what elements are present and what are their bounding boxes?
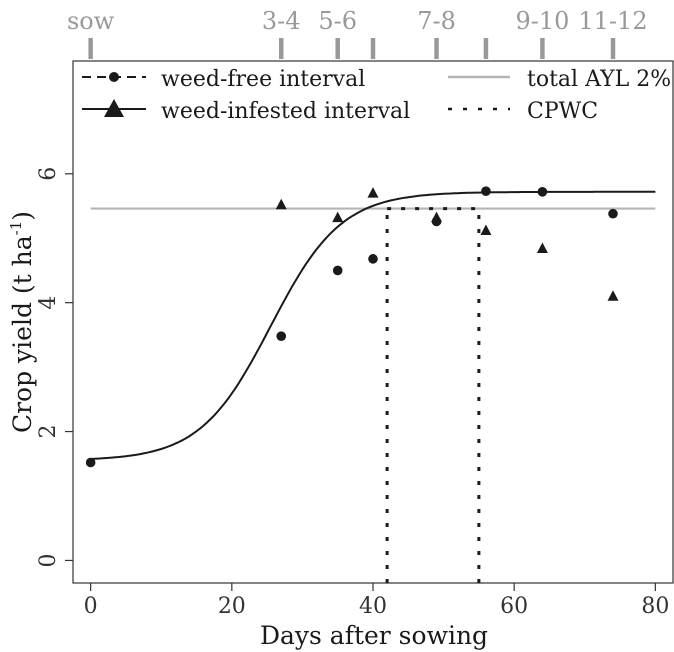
stage-label: 3-4 [262, 7, 301, 35]
weed-infested-point [480, 224, 492, 235]
y-axis-title: Crop yield (t ha-1) [7, 211, 37, 433]
reference-lines [90, 207, 656, 583]
y-tick-label: 2 [36, 425, 61, 439]
legend-label-weed-infested: weed-infested interval [161, 99, 410, 124]
y-axis-title-superscript: -1 [7, 221, 25, 236]
weed-free-point [332, 265, 343, 276]
legend-weed-infested: weed-infested interval [82, 99, 410, 124]
weed-infested-point [367, 187, 379, 198]
stage-label: 5-6 [318, 7, 357, 35]
legend-weed-free: weed-free interval [82, 67, 365, 92]
y-tick-label: 4 [36, 296, 61, 310]
weed-infested-point [275, 198, 287, 210]
plot-frame [72, 60, 674, 584]
weed-infested-point [431, 211, 443, 223]
legend-total-ayl: total AYL 2% [448, 67, 671, 92]
x-tick-label: 0 [84, 594, 98, 619]
fitted-curve-layer [90, 190, 656, 460]
x-axis-title: Days after sowing [260, 621, 488, 650]
x-tick-label: 60 [500, 594, 528, 619]
weed-infested-point [332, 211, 344, 223]
y-tick-label: 0 [36, 553, 61, 567]
weed-free-point [537, 187, 548, 197]
x-tick-label: 20 [218, 594, 246, 619]
legend-label-cpwc: CPWC [527, 99, 598, 124]
growth-stage-axis: sow 3-4 5-6 7-8 9-10 11-12 [67, 7, 648, 59]
legend-label-weed-free: weed-free interval [161, 67, 365, 92]
stage-label: 7-8 [417, 7, 456, 35]
stage-label: 11-12 [578, 7, 647, 35]
y-axis-title-close: ) [8, 211, 37, 221]
fitted-curve [90, 190, 656, 460]
y-axis-title-main: Crop yield (t ha [8, 235, 37, 433]
x-tick-label: 80 [641, 594, 669, 619]
axis-ticks: 0 20 40 60 80 0 2 4 6 [36, 167, 669, 619]
legend: weed-free interval weed-infested interva… [82, 67, 671, 124]
legend-label-total-ayl: total AYL 2% [527, 67, 671, 92]
weed-free-point [481, 186, 491, 196]
weed-free-point [368, 254, 378, 264]
weed-infested-point [536, 242, 548, 254]
weed-free-point [276, 331, 287, 341]
stage-label: sow [67, 7, 115, 35]
stage-label: 9-10 [515, 7, 569, 35]
x-tick-label: 40 [359, 594, 387, 619]
data-points [85, 186, 619, 468]
weed-free-point [608, 208, 618, 219]
y-tick-label: 6 [36, 167, 61, 181]
weed-infested-point [607, 290, 619, 301]
legend-cpwc: CPWC [448, 99, 598, 124]
weed-free-point [85, 457, 96, 468]
